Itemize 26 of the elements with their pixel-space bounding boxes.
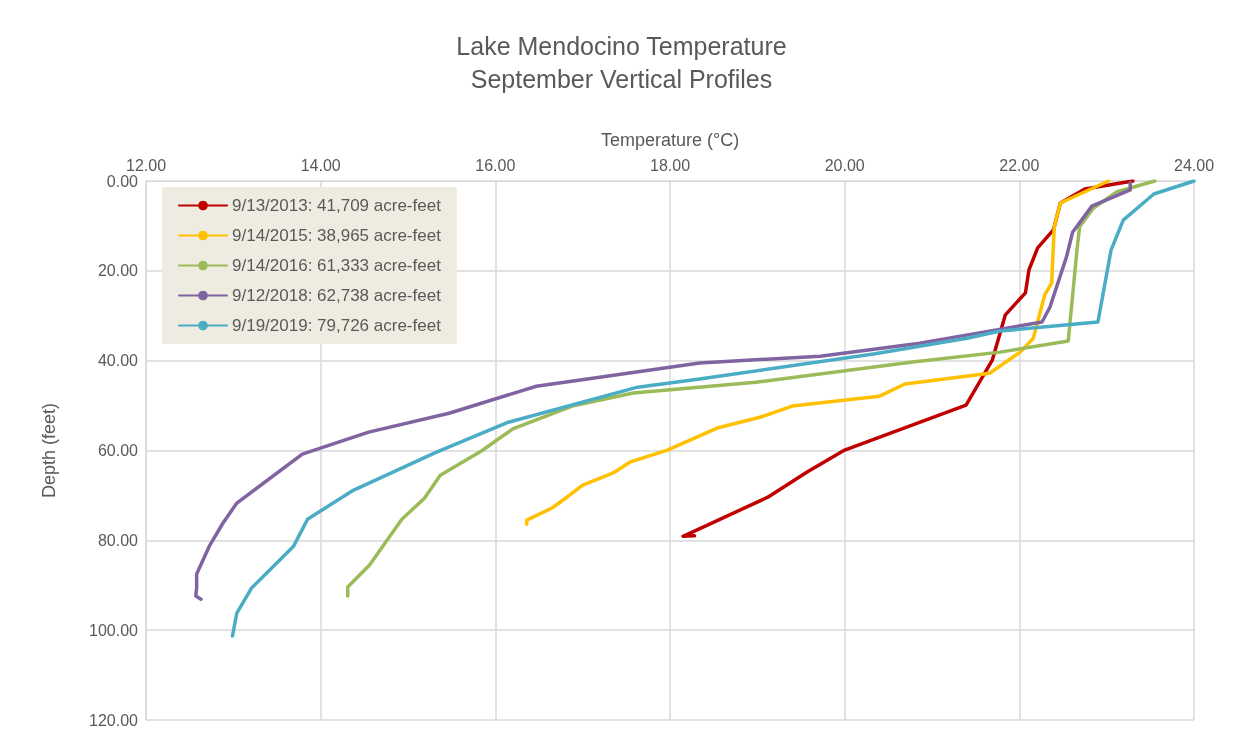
legend-label: 9/19/2019: 79,726 acre-feet [232,316,442,335]
y-tick-label: 80.00 [97,531,139,549]
y-tick-label: 20.00 [97,262,139,280]
y-tick-label: 40.00 [97,352,139,370]
legend-label: 9/13/2013: 41,709 acre-feet [232,196,442,215]
chart-subtitle: September Vertical Profiles [470,64,773,93]
chart-title: Lake Mendocino Temperature [456,31,787,60]
legend-label: 9/14/2016: 61,333 acre-feet [232,256,442,275]
x-tick-label: 18.00 [649,156,691,174]
legend-label: 9/12/2018: 62,738 acre-feet [232,286,442,305]
line-series [230,179,1196,638]
y-axis-title: Depth (feet) [39,402,59,499]
x-tick-label: 24.00 [1173,156,1215,174]
line-series [525,179,1111,526]
y-tick-label: 100.00 [89,621,139,639]
x-tick-label: 20.00 [824,156,865,174]
x-tick-label: 22.00 [999,156,1040,174]
x-tick-label: 12.00 [125,156,167,174]
y-tick-label: 120.00 [89,711,139,729]
y-tick-label: 60.00 [97,442,139,459]
x-tick-label: 16.00 [475,156,516,174]
x-tick-label: 14.00 [300,156,341,174]
legend-label: 9/14/2015: 38,965 acre-feet [232,226,442,245]
y-tick-label: 0.00 [106,172,139,190]
x-axis-title: Temperature (°C) [600,130,740,150]
line-series [194,181,1132,601]
